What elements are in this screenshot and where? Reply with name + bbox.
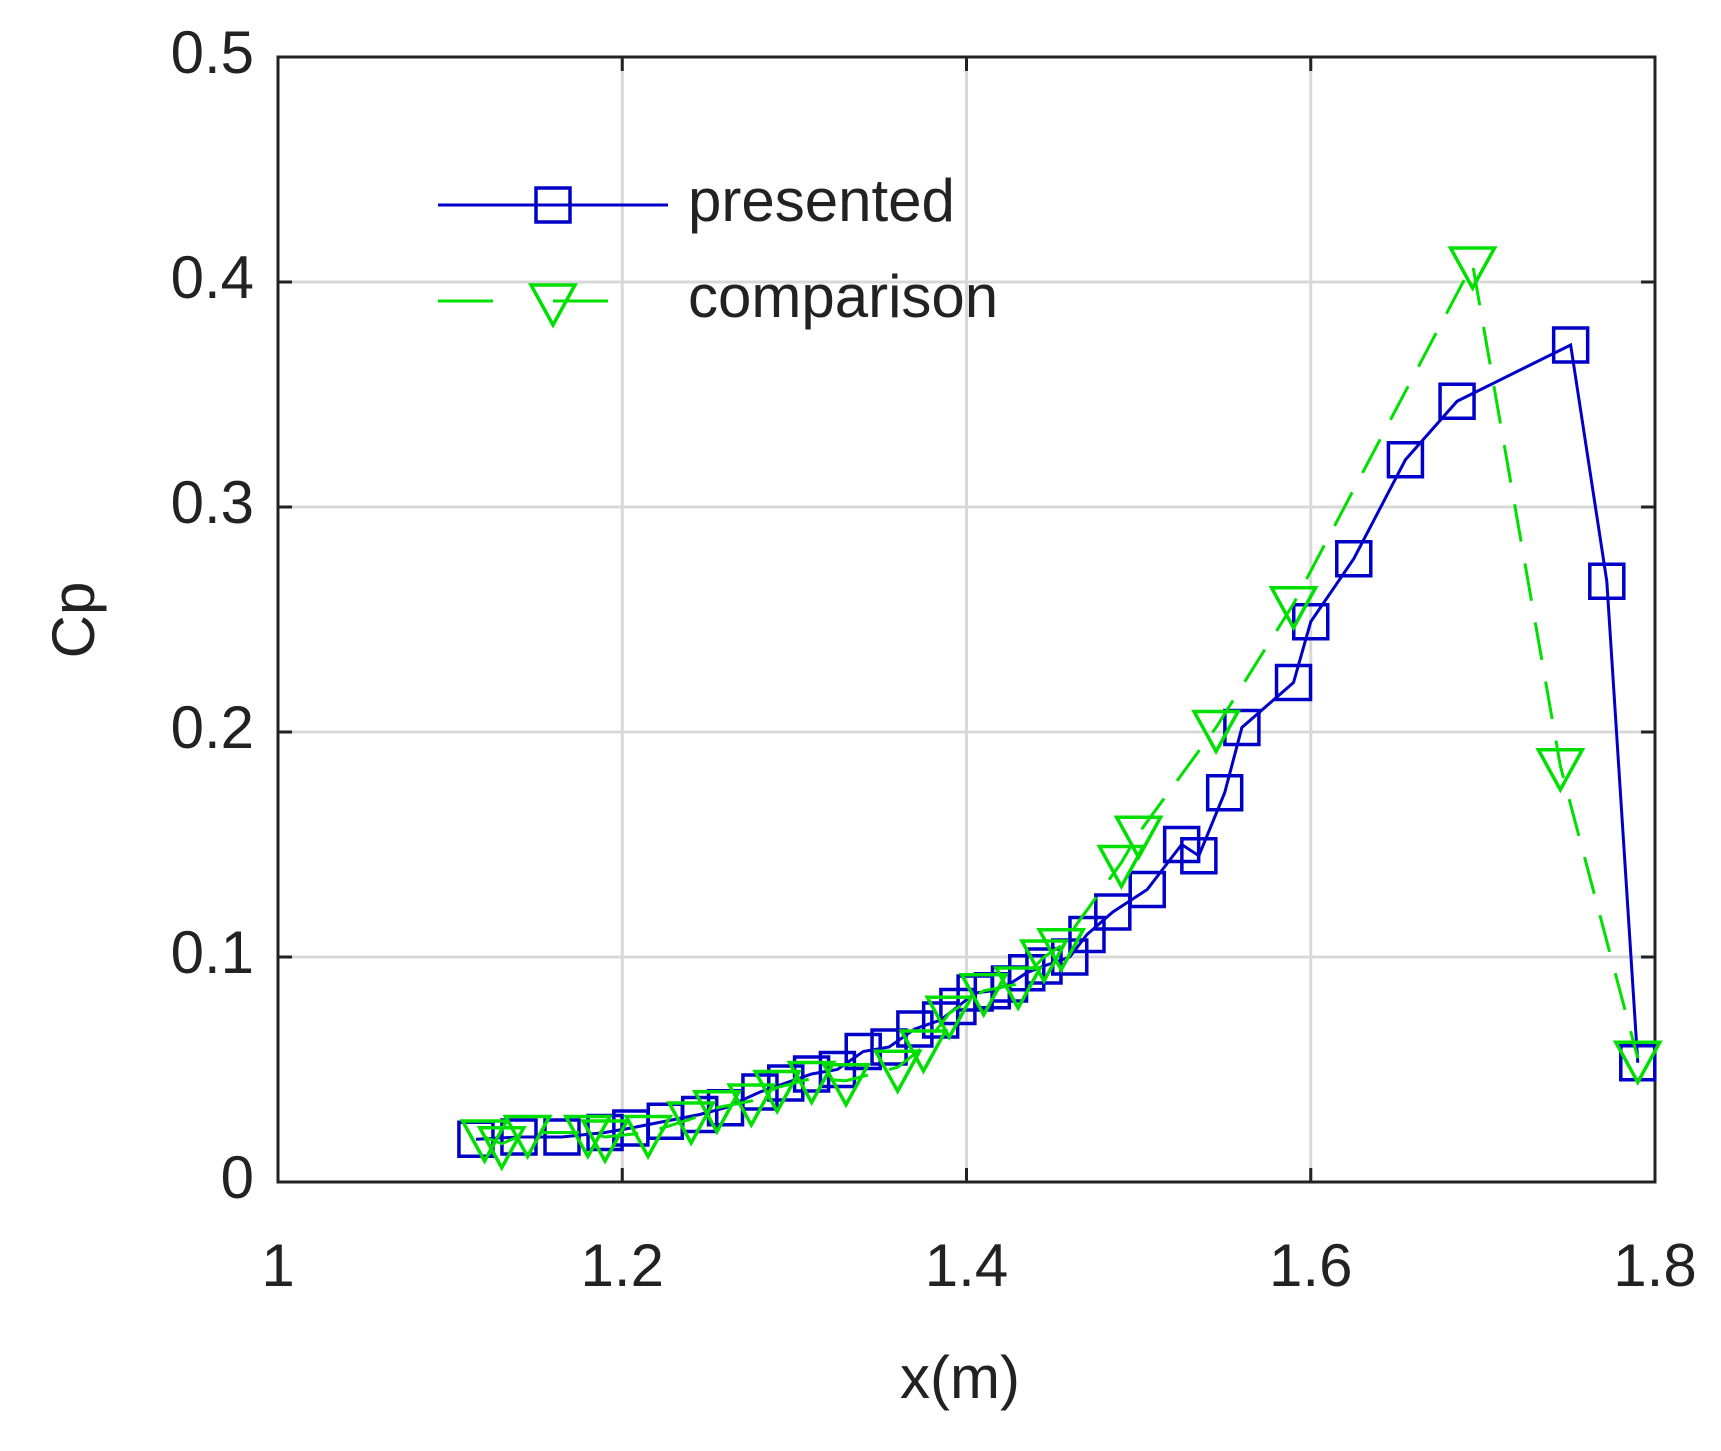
y-tick-label: 0 xyxy=(221,1144,254,1211)
marker xyxy=(580,1119,630,1165)
legend-marker xyxy=(534,186,572,224)
marker xyxy=(500,1118,538,1156)
y-tick-label: 0.5 xyxy=(171,19,254,86)
marker xyxy=(623,1114,674,1161)
marker xyxy=(726,1083,777,1129)
legend-label: presented xyxy=(688,167,955,234)
y-tick-label: 0.2 xyxy=(171,694,254,761)
marker xyxy=(752,1069,803,1116)
y-axis-label: Cp xyxy=(40,582,107,659)
marker xyxy=(1268,586,1319,632)
marker xyxy=(1447,246,1498,292)
marker xyxy=(786,1060,837,1107)
marker xyxy=(958,973,1009,1019)
marker xyxy=(1588,562,1626,600)
legend-label: comparison xyxy=(688,263,998,330)
marker xyxy=(1094,893,1132,931)
marker xyxy=(666,1101,717,1147)
marker xyxy=(872,1049,923,1095)
series-line xyxy=(475,342,1640,1141)
x-tick-label: 1.6 xyxy=(1269,1232,1352,1299)
marker xyxy=(1438,382,1476,420)
marker xyxy=(1535,748,1586,794)
marker xyxy=(691,1090,742,1136)
marker xyxy=(1128,870,1166,909)
plot-frame xyxy=(276,55,1657,1184)
y-tick-label: 0.1 xyxy=(171,919,254,986)
marker xyxy=(924,995,975,1041)
marker xyxy=(1113,815,1164,861)
marker xyxy=(1292,603,1330,641)
marker xyxy=(476,1126,527,1172)
marker xyxy=(1612,1040,1663,1086)
marker xyxy=(1180,837,1218,875)
x-tick-label: 1.4 xyxy=(925,1232,1008,1299)
marker xyxy=(1191,709,1242,756)
x-tick-label: 1.8 xyxy=(1613,1232,1696,1299)
marker xyxy=(898,1029,949,1075)
marker xyxy=(1386,441,1425,479)
marker xyxy=(1274,663,1313,702)
series-line xyxy=(484,259,1640,1146)
marker xyxy=(1551,326,1590,364)
marker xyxy=(1335,540,1373,578)
marker xyxy=(1223,708,1261,747)
marker xyxy=(821,1063,871,1109)
marker xyxy=(562,1114,613,1161)
x-tick-label: 1 xyxy=(261,1232,294,1299)
legend-marker xyxy=(528,283,578,329)
marker xyxy=(1036,928,1087,974)
y-tick-label: 0.4 xyxy=(171,244,254,311)
marker xyxy=(502,1114,553,1161)
marker xyxy=(1068,915,1106,954)
x-tick-label: 1.2 xyxy=(581,1232,664,1299)
marker xyxy=(993,966,1044,1012)
marker xyxy=(896,1010,934,1048)
marker xyxy=(1205,774,1244,812)
y-tick-label: 0.3 xyxy=(171,469,254,536)
x-axis-label: x(m) xyxy=(900,1344,1020,1411)
marker xyxy=(459,1119,510,1165)
marker xyxy=(1096,844,1147,891)
